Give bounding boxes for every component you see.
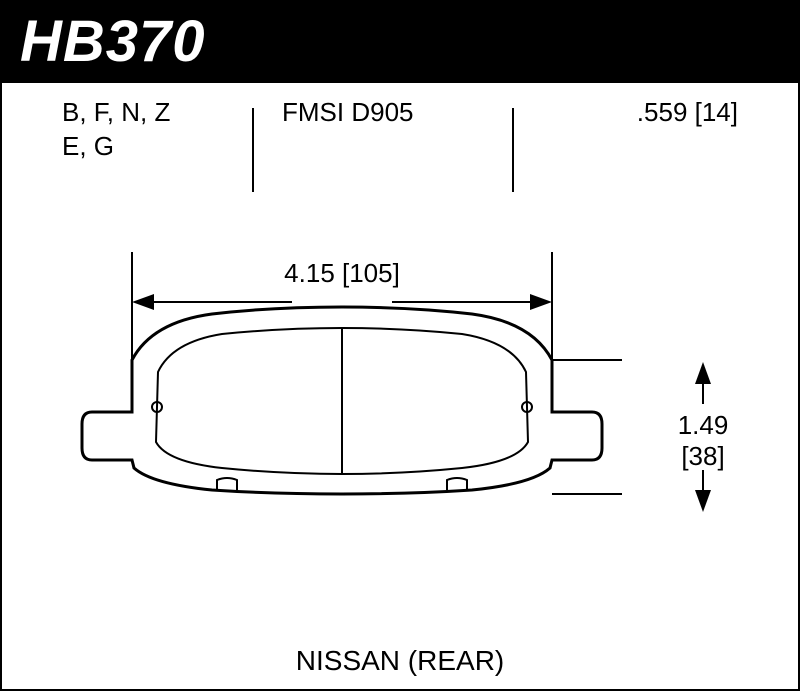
part-number: HB370 (20, 9, 206, 74)
diagram-area: 4.15 [105] (2, 232, 798, 629)
spec-col-compounds: B, F, N, Z E, G (62, 96, 242, 164)
spec-divider-1 (252, 108, 254, 192)
compounds-line1: B, F, N, Z (62, 96, 242, 130)
height-dimension-label-2: [38] (658, 441, 748, 472)
spec-divider-2 (512, 108, 514, 192)
height-dimension-label-1: 1.49 (658, 410, 748, 441)
height-dimension: 1.49 [38] (658, 392, 748, 542)
footer-application-label: NISSAN (REAR) (2, 645, 798, 677)
spec-col-fmsi: FMSI D905 (282, 96, 482, 130)
fmsi-code: FMSI D905 (282, 96, 482, 130)
compounds-line2: E, G (62, 130, 242, 164)
spec-row: B, F, N, Z E, G FMSI D905 .559 [14] (2, 96, 798, 186)
content-frame: B, F, N, Z E, G FMSI D905 .559 [14] 4.15… (0, 82, 800, 691)
thickness-value: .559 [14] (578, 96, 738, 130)
header-bar: HB370 (0, 0, 800, 83)
spec-col-thickness: .559 [14] (578, 96, 738, 130)
brake-pad-drawing (62, 252, 622, 512)
